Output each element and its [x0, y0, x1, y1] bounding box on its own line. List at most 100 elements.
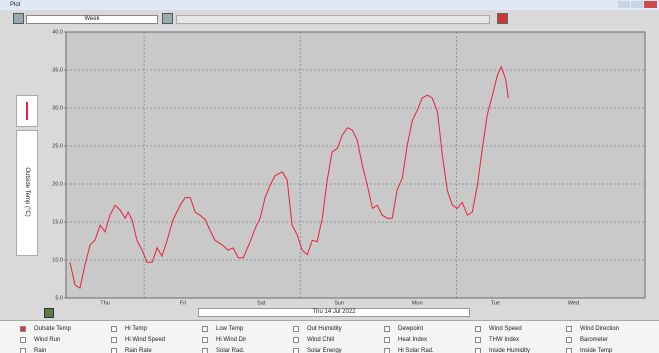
checkbox[interactable]: [566, 337, 572, 343]
y-tick-label: 15.0: [52, 219, 63, 225]
option[interactable]: Solar Rad.: [202, 347, 290, 353]
checkbox[interactable]: [202, 348, 208, 353]
axis-label-box: Outside Temp (°C): [16, 130, 38, 256]
option[interactable]: Wind Run: [20, 336, 108, 345]
checkbox[interactable]: [384, 348, 390, 353]
x-tick-label: Fri: [180, 300, 186, 306]
y-tick-label: 20.0: [52, 181, 63, 187]
option[interactable]: Low Temp: [202, 325, 290, 334]
y-tick-label: 5.0: [55, 295, 63, 301]
option[interactable]: Hi Solar Rad.: [384, 347, 472, 353]
option-label: Rain: [34, 348, 47, 353]
plot-area: [65, 31, 646, 299]
checkbox[interactable]: [20, 337, 26, 343]
x-tick-label: Sat: [257, 300, 266, 306]
checkbox[interactable]: [111, 326, 117, 332]
option[interactable]: Hi Wind Speed: [111, 336, 199, 345]
checkbox[interactable]: [293, 348, 299, 353]
print-button[interactable]: [497, 13, 508, 24]
option[interactable]: Hi Wind Dir: [202, 336, 290, 345]
x-tick-label: Wed: [568, 300, 579, 306]
option[interactable]: Dewpoint: [384, 325, 472, 334]
maximize-button[interactable]: [631, 1, 643, 8]
option[interactable]: Rain Rate: [111, 347, 199, 353]
y-tick-label: 30.0: [52, 105, 63, 111]
chart: 5.0 10.0 15.0 20.0 25.0 30.0 35.0 40.0 Thu Fri Sat…: [52, 29, 646, 306]
option-label: Dewpoint: [398, 326, 424, 332]
option-label: Heat Index: [398, 337, 428, 343]
zoom-in-button[interactable]: [162, 13, 173, 24]
info-field: [176, 15, 490, 24]
minimize-button[interactable]: [618, 1, 630, 8]
x-tick-label: Sun: [334, 300, 344, 306]
option[interactable]: Inside Humidity: [475, 347, 563, 353]
x-tick-label: Tue: [491, 300, 500, 306]
series-swatch-box: [16, 95, 38, 127]
checkbox[interactable]: [566, 326, 572, 332]
x-tick-label: Thu: [100, 300, 109, 306]
option[interactable]: Out Humidity: [293, 325, 381, 334]
option-label: Hi Wind Dir: [216, 337, 247, 343]
checkbox[interactable]: [202, 326, 208, 332]
checkbox[interactable]: [20, 348, 26, 353]
checkbox[interactable]: [293, 337, 299, 343]
option-label: Wind Direction: [580, 326, 620, 332]
title-bar: Plot: [0, 0, 659, 10]
option-label: Inside Humidity: [489, 348, 531, 353]
x-tick-label: Mon: [412, 300, 423, 306]
option[interactable]: THW Index: [475, 336, 563, 345]
option[interactable]: Wind Speed: [475, 325, 563, 334]
option[interactable]: Barometer: [566, 336, 654, 345]
checkbox[interactable]: [384, 326, 390, 332]
option-label: Rain Rate: [125, 348, 152, 353]
option-label: Inside Temp: [580, 348, 613, 353]
checkbox[interactable]: [111, 337, 117, 343]
checkbox[interactable]: [293, 326, 299, 332]
option-label: Low Temp: [216, 326, 244, 332]
lock-button[interactable]: [44, 308, 54, 318]
close-button[interactable]: [644, 1, 657, 8]
option[interactable]: Heat Index: [384, 336, 472, 345]
options-panel: Outside Temp Hi Temp Low Temp Out Humidity D…: [0, 320, 659, 353]
period-label: Week: [84, 16, 100, 22]
checkbox[interactable]: [475, 348, 481, 353]
option-label: Wind Speed: [489, 326, 522, 332]
zoom-out-button[interactable]: [13, 13, 24, 24]
y-tick-label: 25.0: [52, 143, 63, 149]
option-label: Out Humidity: [307, 326, 342, 332]
option-label: Wind Run: [34, 337, 61, 343]
option[interactable]: Rain: [20, 347, 108, 353]
option-label: Hi Solar Rad.: [398, 348, 434, 353]
option[interactable]: Wind Chill: [293, 336, 381, 345]
series-swatch: [26, 102, 28, 120]
checkbox[interactable]: [202, 337, 208, 343]
option-label: Outside Temp: [34, 326, 71, 332]
option-label: Solar Rad.: [216, 348, 245, 353]
y-tick-label: 40.0: [52, 29, 63, 35]
option-label: Hi Wind Speed: [125, 337, 166, 343]
option-label: Hi Temp: [125, 326, 147, 332]
checkbox[interactable]: [111, 348, 117, 353]
period-dropdown[interactable]: Week: [26, 15, 158, 24]
checkbox[interactable]: [566, 348, 572, 353]
checkbox[interactable]: [20, 326, 26, 332]
checkbox[interactable]: [475, 326, 481, 332]
window-title: Plot: [10, 2, 21, 8]
option[interactable]: Inside Temp: [566, 347, 654, 353]
option-label: THW Index: [489, 337, 520, 343]
date-label: Thu 14 Jul 2022: [312, 309, 356, 315]
option-label: Solar Energy: [307, 348, 342, 353]
y-tick-label: 35.0: [52, 67, 63, 73]
option[interactable]: Outside Temp: [20, 325, 108, 334]
option-label: Barometer: [580, 337, 609, 343]
temperature-line: [69, 65, 509, 289]
checkbox[interactable]: [384, 337, 390, 343]
option[interactable]: Solar Energy: [293, 347, 381, 353]
option[interactable]: Hi Temp: [111, 325, 199, 334]
y-tick-label: 10.0: [52, 257, 63, 263]
option[interactable]: Wind Direction: [566, 325, 654, 334]
date-box: Thu 14 Jul 2022: [198, 308, 470, 317]
option-label: Wind Chill: [307, 337, 335, 343]
checkbox[interactable]: [475, 337, 481, 343]
